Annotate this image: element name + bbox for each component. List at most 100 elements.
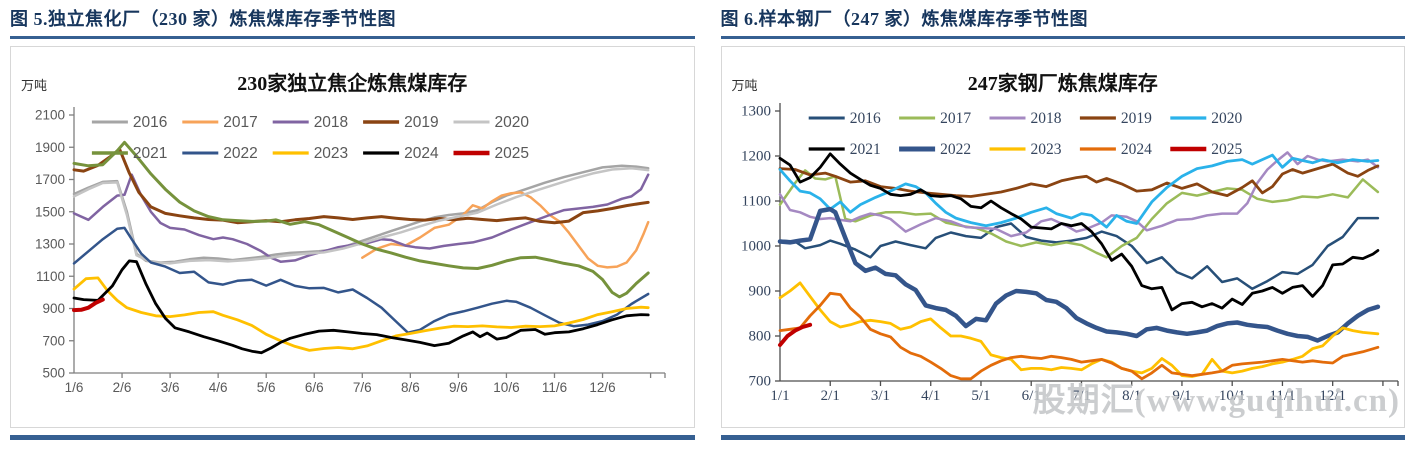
chart-title: 247家钢厂炼焦煤库存 bbox=[967, 73, 1158, 95]
legend: 2016 2017 2018 2019 2020 2021 2022 2023 2024 2025 bbox=[91, 114, 530, 162]
x-tick-label: 7/1 bbox=[1071, 388, 1090, 404]
x-tick-label: 10/6 bbox=[493, 380, 519, 395]
y-tick-label: 1100 bbox=[36, 269, 65, 284]
figure-caption: 图 6.样本钢厂（247 家）炼焦煤库存季节性图 bbox=[720, 9, 1088, 29]
figure-panel-left: 图 5.独立焦化厂（230 家）炼焦煤库存季节性图 万吨 230家独立焦企炼焦煤… bbox=[10, 4, 695, 440]
series-line-2022 bbox=[777, 206, 1380, 343]
x-tick-label: 8/6 bbox=[401, 380, 420, 395]
series-line-2023 bbox=[778, 281, 1379, 378]
legend-item-2017: 2017 bbox=[898, 110, 971, 127]
y-tick-label: 700 bbox=[42, 333, 65, 348]
series-line-2022 bbox=[72, 226, 650, 334]
legend-item-2024: 2024 bbox=[1079, 141, 1152, 158]
x-tick-label: 9/6 bbox=[449, 380, 468, 395]
y-tick-label: 1900 bbox=[35, 140, 65, 155]
legend-label-2024: 2024 bbox=[1120, 141, 1151, 158]
y-tick-label: 900 bbox=[42, 301, 65, 316]
legend-item-2016: 2016 bbox=[91, 114, 167, 131]
series-line-2021 bbox=[778, 152, 1379, 312]
seasonality-chart-svg: 700 800 900 1000 1100 1200 1300 1/1 2/1 3/1 4/1 5/1… bbox=[741, 103, 1399, 405]
y-tick-label: 500 bbox=[42, 366, 65, 381]
legend-item-2022: 2022 bbox=[182, 145, 258, 162]
tick-labels: 700 800 900 1000 1100 1200 1300 1/1 2/1 3/1 4/1 5/1… bbox=[741, 104, 1346, 405]
x-tick-label: 2/6 bbox=[113, 380, 132, 395]
x-tick-label: 1/6 bbox=[65, 380, 84, 395]
legend-item-2019: 2019 bbox=[1079, 110, 1152, 127]
series-line-2019 bbox=[778, 162, 1379, 198]
x-tick-label: 3/6 bbox=[161, 380, 180, 395]
legend-label-2017: 2017 bbox=[223, 114, 257, 131]
axes bbox=[69, 107, 666, 378]
legend-label-2018: 2018 bbox=[314, 114, 348, 131]
legend-label-2022: 2022 bbox=[223, 145, 257, 162]
report-figures-row: 图 5.独立焦化厂（230 家）炼焦煤库存季节性图 万吨 230家独立焦企炼焦煤… bbox=[10, 4, 1405, 440]
legend-label-2025: 2025 bbox=[495, 145, 529, 162]
y-tick-label: 2100 bbox=[35, 108, 65, 123]
legend-label-2016: 2016 bbox=[133, 114, 167, 131]
x-tick-label: 10/1 bbox=[1218, 388, 1245, 404]
series-lines bbox=[777, 151, 1380, 381]
x-tick-label: 5/1 bbox=[971, 388, 990, 404]
x-tick-label: 11/6 bbox=[542, 380, 567, 395]
series-line-2025 bbox=[72, 297, 105, 313]
legend-item-2021: 2021 bbox=[808, 141, 880, 158]
chart-card: 万吨 247家钢厂炼焦煤库存 700 800 900 1000 1100 1200 1300… bbox=[720, 46, 1405, 428]
legend-item-2018: 2018 bbox=[272, 114, 348, 131]
tick-labels: 500 700 900 1100 1300 1500 1700 1900 2100 1/6 2/6 3… bbox=[35, 108, 616, 396]
x-tick-label: 8/1 bbox=[1122, 388, 1141, 404]
legend-label-2025: 2025 bbox=[1211, 141, 1242, 158]
x-tick-label: 9/1 bbox=[1172, 388, 1191, 404]
chart-card-head: 万吨 247家钢厂炼焦煤库存 bbox=[730, 53, 1397, 101]
caption-rule bbox=[10, 36, 695, 39]
legend-item-2021: 2021 bbox=[91, 145, 167, 162]
series-line-2019 bbox=[72, 147, 650, 225]
legend-item-2020: 2020 bbox=[1169, 110, 1242, 127]
figure-caption: 图 5.独立焦化厂（230 家）炼焦煤库存季节性图 bbox=[10, 9, 396, 29]
x-tick-label: 6/6 bbox=[305, 380, 324, 395]
legend-item-2025: 2025 bbox=[453, 145, 529, 162]
x-tick-label: 2/1 bbox=[820, 388, 839, 404]
y-tick-label: 800 bbox=[748, 329, 771, 345]
legend-label-2022: 2022 bbox=[940, 141, 971, 158]
chart-card-head: 万吨 230家独立焦企炼焦煤库存 bbox=[19, 53, 686, 101]
y-tick-label: 1700 bbox=[35, 172, 65, 187]
series-line-2020 bbox=[778, 153, 1379, 229]
series-line-2021 bbox=[72, 140, 650, 299]
y-tick-label: 1000 bbox=[741, 239, 771, 255]
legend-label-2018: 2018 bbox=[1030, 110, 1061, 127]
legend-label-2020: 2020 bbox=[1211, 110, 1242, 127]
x-tick-label: 7/6 bbox=[353, 380, 372, 395]
series-line-2025 bbox=[777, 322, 812, 347]
y-tick-label: 1200 bbox=[741, 149, 771, 165]
unit-label: 万吨 bbox=[21, 78, 48, 93]
y-tick-label: 1300 bbox=[741, 104, 771, 120]
x-tick-label: 1/1 bbox=[770, 388, 789, 404]
legend-item-2019: 2019 bbox=[363, 114, 439, 131]
legend-label-2020: 2020 bbox=[495, 114, 530, 131]
legend-item-2025: 2025 bbox=[1169, 141, 1242, 158]
legend-label-2019: 2019 bbox=[1120, 110, 1151, 127]
legend-label-2024: 2024 bbox=[404, 145, 439, 162]
caption-rule bbox=[720, 36, 1405, 39]
y-tick-label: 900 bbox=[748, 284, 771, 300]
chart-title: 230家独立焦企炼焦煤库存 bbox=[237, 73, 468, 95]
legend-item-2016: 2016 bbox=[808, 110, 880, 127]
series-line-2024 bbox=[72, 259, 650, 355]
x-tick-label: 12/6 bbox=[589, 380, 615, 395]
y-tick-label: 1100 bbox=[741, 194, 770, 210]
legend-item-2022: 2022 bbox=[898, 141, 971, 158]
legend: 2016 2017 2018 2019 2020 2021 2022 2023 2024 2025 bbox=[808, 110, 1242, 158]
series-lines bbox=[72, 140, 650, 355]
figure-panel-right: 图 6.样本钢厂（247 家）炼焦煤库存季节性图 万吨 247家钢厂炼焦煤库存 … bbox=[720, 4, 1405, 440]
series-line-2016 bbox=[72, 164, 650, 264]
legend-item-2017: 2017 bbox=[182, 114, 258, 131]
unit-label: 万吨 bbox=[731, 78, 758, 93]
x-tick-label: 6/1 bbox=[1021, 388, 1040, 404]
legend-label-2019: 2019 bbox=[404, 114, 438, 131]
x-tick-label: 4/1 bbox=[921, 388, 940, 404]
legend-label-2023: 2023 bbox=[314, 145, 348, 162]
legend-item-2024: 2024 bbox=[363, 145, 439, 162]
legend-label-2017: 2017 bbox=[940, 110, 971, 127]
series-line-2016 bbox=[778, 216, 1379, 291]
bottom-rule bbox=[10, 435, 695, 440]
